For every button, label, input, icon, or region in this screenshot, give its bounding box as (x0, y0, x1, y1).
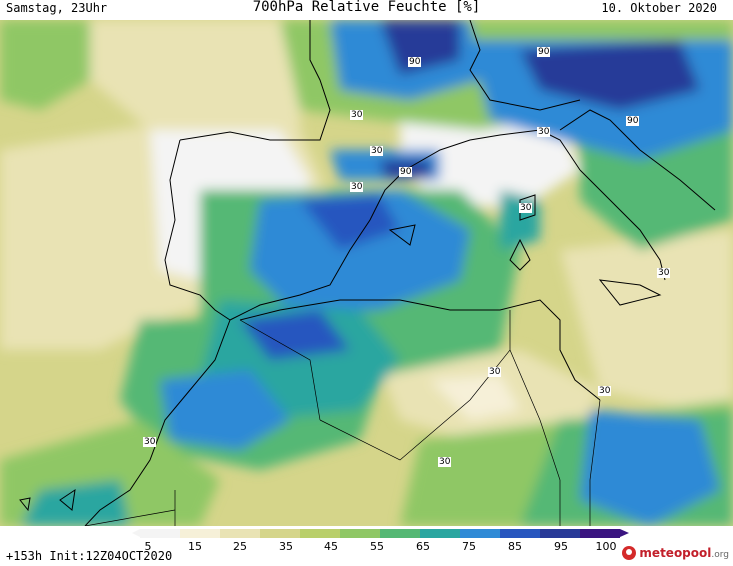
colorbar-tick-label: 45 (324, 540, 338, 553)
contour-label-90: 90 (408, 57, 422, 67)
colorbar-tick-label: 25 (233, 540, 247, 553)
colorbar-swatch (340, 529, 380, 538)
colorbar-low-arrow (132, 529, 140, 537)
header-bar: Samstag, 23Uhr 700hPa Relative Feuchte [… (0, 0, 733, 20)
valid-time-label: Samstag, 23Uhr (6, 1, 108, 15)
humidity-map[interactable]: 90 90 90 90 30 30 30 30 30 30 30 30 30 3… (0, 20, 733, 526)
contour-label-90: 90 (537, 47, 551, 57)
colorbar-swatch (260, 529, 300, 538)
contour-label-30: 30 (519, 203, 533, 213)
contour-label-90: 90 (626, 116, 640, 126)
colorbar-high-arrow (620, 529, 629, 537)
colorbar-swatch (220, 529, 260, 538)
meteopool-logo-icon (622, 546, 637, 560)
colorbar-tick-label: 100 (595, 540, 617, 553)
country-borders (84, 310, 601, 526)
brand-logo[interactable]: meteopool.org (622, 546, 729, 560)
contour-label-90: 90 (399, 167, 413, 177)
contour-label-30: 30 (537, 127, 551, 137)
contour-label-30: 30 (488, 367, 502, 377)
map-canvas (0, 20, 733, 526)
colorbar-swatch (500, 529, 540, 538)
contour-label-30: 30 (370, 146, 384, 156)
humidity-field (0, 20, 733, 526)
colorbar-swatch (300, 529, 340, 538)
colorbar-swatch (580, 529, 620, 538)
colorbar-tick-label: 75 (462, 540, 476, 553)
contour-label-30: 30 (143, 437, 157, 447)
colorbar-tick-label: 5 (144, 540, 152, 553)
valid-date-label: 10. Oktober 2020 (601, 1, 717, 15)
forecast-init-label: +153h Init:12Z04OCT2020 (6, 549, 173, 563)
colorbar-swatch (380, 529, 420, 538)
contour-label-30: 30 (350, 110, 364, 120)
contour-label-30: 30 (438, 457, 452, 467)
colorbar-tick-label: 15 (188, 540, 202, 553)
colorbar-tick-label: 55 (370, 540, 384, 553)
colorbar-swatch (460, 529, 500, 538)
colorbar-ticks: 5 15 25 35 45 55 65 75 85 95 100 (0, 540, 733, 554)
contour-label-30: 30 (657, 268, 671, 278)
colorbar-swatch (540, 529, 580, 538)
colorbar-swatch (140, 529, 180, 538)
coastlines (19, 20, 716, 526)
brand-name: meteopool.org (639, 546, 729, 560)
colorbar-tick-label: 95 (554, 540, 568, 553)
contour-label-30: 30 (598, 386, 612, 396)
colorbar (140, 529, 620, 538)
colorbar-tick-label: 65 (416, 540, 430, 553)
colorbar-swatch (420, 529, 460, 538)
colorbar-tick-label: 85 (508, 540, 522, 553)
colorbar-tick-label: 35 (279, 540, 293, 553)
colorbar-swatch (180, 529, 220, 538)
chart-title: 700hPa Relative Feuchte [%] (252, 0, 481, 15)
contour-label-30: 30 (350, 182, 364, 192)
